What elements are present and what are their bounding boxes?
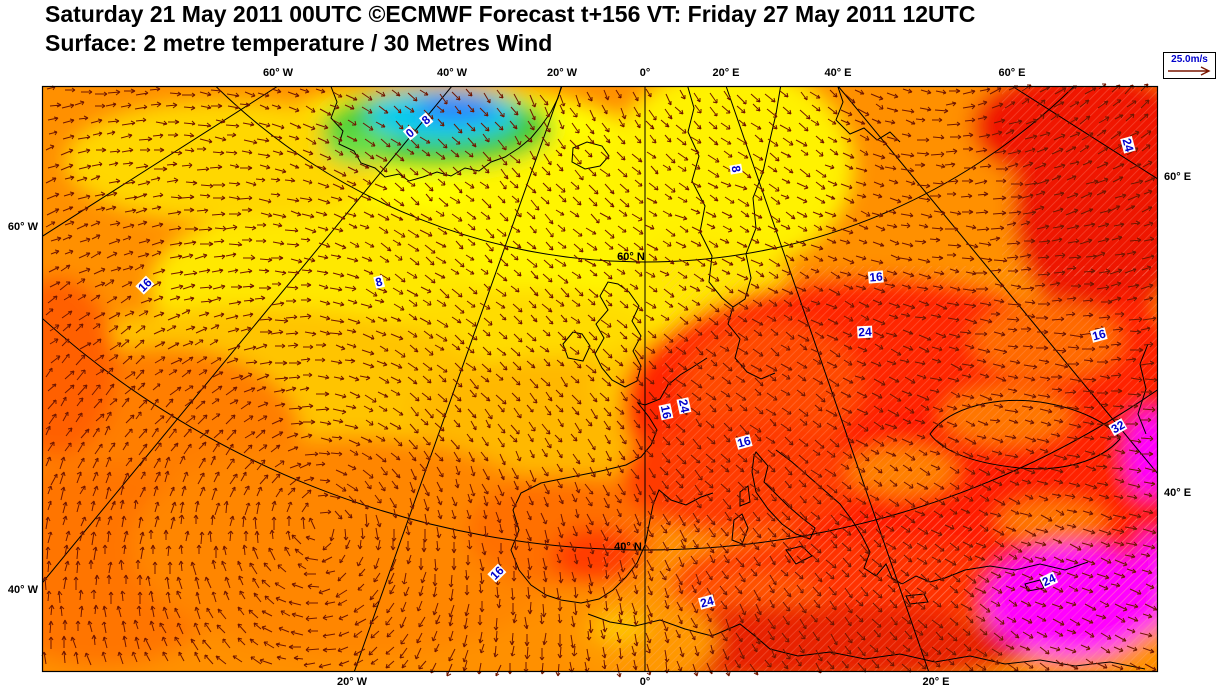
grid-label-left: 60° W	[7, 221, 38, 233]
grid-label-bottom: 20° W	[336, 676, 368, 688]
wind-reference-arrow-icon	[1168, 66, 1211, 76]
forecast-subtitle: Surface: 2 metre temperature / 30 Metres…	[45, 30, 553, 56]
grid-label-top: 20° E	[712, 67, 740, 79]
grid-label-right: 60° E	[1164, 171, 1192, 183]
grid-label-bottom: 20° E	[922, 676, 950, 688]
grid-label-top: 20° W	[546, 67, 578, 79]
grid-label-right: 40° E	[1164, 487, 1192, 499]
forecast-title: Saturday 21 May 2011 00UTC ©ECMWF Foreca…	[45, 1, 976, 27]
grid-label-top: 40° W	[436, 67, 468, 79]
grid-label-bottom: 0°	[639, 676, 651, 688]
map-canvas	[41, 83, 1159, 678]
wind-speed-legend: 25.0m/s	[1163, 52, 1216, 79]
grid-label-left: 40° W	[7, 584, 38, 596]
wind-arrows	[41, 83, 1158, 678]
grid-label-top: 0°	[639, 67, 651, 79]
grid-label-top: 60° E	[998, 67, 1026, 79]
latlon-grid	[42, 86, 1158, 672]
map-border	[41, 85, 1159, 673]
temperature-field	[42, 86, 1158, 672]
grid-label-top: 60° W	[262, 67, 294, 79]
weather-map	[41, 83, 1159, 678]
wind-speed-value: 25.0m/s	[1171, 54, 1208, 65]
grid-label-top: 40° E	[824, 67, 852, 79]
